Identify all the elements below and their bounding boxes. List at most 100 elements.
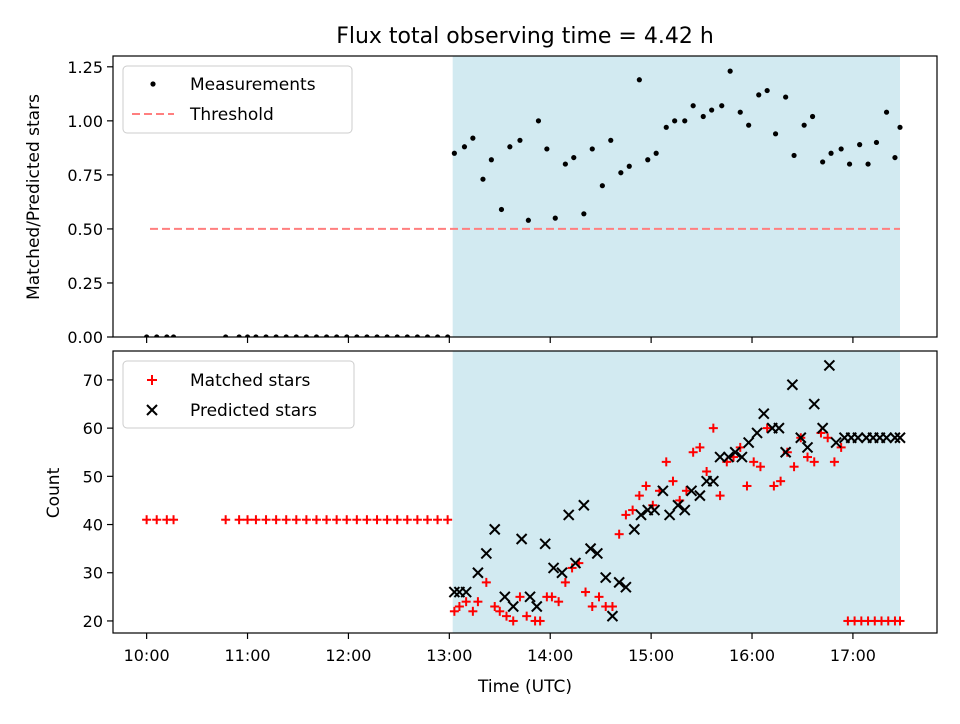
measurement-point xyxy=(323,334,330,337)
predicted-star-point xyxy=(808,398,820,410)
predicted-star-point xyxy=(823,359,836,372)
matched-star-point xyxy=(789,462,799,472)
measurement-point xyxy=(283,334,289,337)
predicted-star-point xyxy=(786,379,799,391)
matched-star-point xyxy=(402,515,412,525)
legend-measurements-label: Measurements xyxy=(190,75,316,95)
matched-star-point xyxy=(535,616,545,626)
matched-star-point xyxy=(547,592,557,602)
matched-star-point xyxy=(803,452,813,462)
matched-star-point xyxy=(695,442,705,452)
matched-star-point xyxy=(661,457,671,467)
predicted-star-point xyxy=(620,581,632,593)
predicted-star-point xyxy=(880,432,893,444)
matched-star-point xyxy=(372,515,382,525)
observing-window-shade xyxy=(452,56,901,337)
x-tick-label: 11:00 xyxy=(224,646,270,665)
measurement-point xyxy=(334,334,340,337)
measurement-point xyxy=(608,137,614,143)
y-tick-label: 1.25 xyxy=(67,58,103,77)
x-tick-label: 15:00 xyxy=(628,646,674,665)
predicted-star-point xyxy=(894,432,906,444)
matched-star-point xyxy=(362,515,372,525)
predicted-star-point xyxy=(489,523,501,536)
top-y-axis-label: Matched/Predicted stars xyxy=(24,94,44,300)
measurement-point xyxy=(618,170,624,176)
measurement-point xyxy=(653,150,659,156)
matched-star-point xyxy=(522,611,532,621)
matched-star-point xyxy=(352,515,362,525)
predicted-star-point xyxy=(779,446,792,458)
measurement-point xyxy=(838,146,844,152)
x-tick-label: 16:00 xyxy=(729,646,775,665)
predicted-star-point xyxy=(679,504,691,516)
measurement-point xyxy=(164,334,170,337)
y-tick-label: 50 xyxy=(83,467,103,486)
matched-star-point xyxy=(468,606,478,616)
y-tick-label: 40 xyxy=(83,516,103,535)
predicted-star-point xyxy=(657,485,669,497)
y-tick-label: 1.00 xyxy=(67,112,103,131)
predicted-star-point xyxy=(507,600,519,613)
measurement-point xyxy=(293,334,299,337)
matched-star-point xyxy=(311,515,321,525)
y-tick-label: 60 xyxy=(83,419,103,438)
bottom-y-axis-label: Count xyxy=(44,467,64,518)
x-axis-label: Time (UTC) xyxy=(477,677,572,697)
predicted-star-point xyxy=(773,422,785,434)
matched-star-point xyxy=(681,486,691,496)
measurement-point xyxy=(589,146,595,152)
matched-star-point xyxy=(809,457,819,467)
measurement-point xyxy=(445,334,451,337)
legend-threshold-label: Threshold xyxy=(189,105,274,125)
x-tick-label: 10:00 xyxy=(124,646,170,665)
predicted-star-point xyxy=(569,557,582,569)
x-tick-label: 14:00 xyxy=(527,646,573,665)
measurement-point xyxy=(354,334,360,337)
matched-star-point xyxy=(715,491,725,501)
y-tick-label: 70 xyxy=(83,371,103,390)
predicted-star-point xyxy=(889,432,901,444)
measurement-point xyxy=(434,334,441,337)
legend-box xyxy=(122,65,353,134)
legend-predicted-label: Predicted stars xyxy=(190,401,317,421)
measurement-point xyxy=(517,137,523,143)
plot-area xyxy=(142,359,906,626)
predicted-star-point xyxy=(524,591,536,603)
x-tick-label: 17:00 xyxy=(830,646,876,665)
matched-star-point xyxy=(567,563,577,573)
measurement-point xyxy=(873,139,880,146)
matched-star-point xyxy=(829,457,839,467)
y-tick-label: 0.50 xyxy=(67,220,103,239)
matched-star-point xyxy=(895,616,905,626)
measurement-point xyxy=(581,211,587,217)
matched-star-point xyxy=(243,515,253,525)
x-tick-label: 12:00 xyxy=(325,646,371,665)
matched-star-point xyxy=(473,597,483,607)
matched-star-point xyxy=(587,601,597,611)
predicted-star-point xyxy=(584,542,597,555)
measurement-point xyxy=(719,103,725,109)
measurement-point xyxy=(384,334,390,337)
predicted-star-point xyxy=(460,586,472,598)
matched-star-point xyxy=(554,597,564,607)
matched-star-point xyxy=(621,510,631,520)
matched-star-point xyxy=(332,515,342,525)
measurement-point xyxy=(144,334,150,337)
measurement-point xyxy=(764,87,770,94)
predicted-star-point xyxy=(531,600,543,613)
measurement-point xyxy=(892,154,898,161)
matched-star-point xyxy=(152,515,162,525)
predicted-star-point xyxy=(635,509,647,521)
measurement-point xyxy=(727,68,733,74)
measurement-point xyxy=(480,176,486,182)
matched-star-point xyxy=(769,481,779,491)
predicted-star-point xyxy=(758,407,770,420)
matched-star-point xyxy=(481,577,491,587)
measurement-point xyxy=(253,334,259,337)
legend-measurement-marker xyxy=(150,81,156,87)
measurement-point xyxy=(223,334,229,337)
measurement-point xyxy=(488,157,494,163)
matched-star-point xyxy=(433,515,443,525)
matched-star-point xyxy=(762,423,772,433)
